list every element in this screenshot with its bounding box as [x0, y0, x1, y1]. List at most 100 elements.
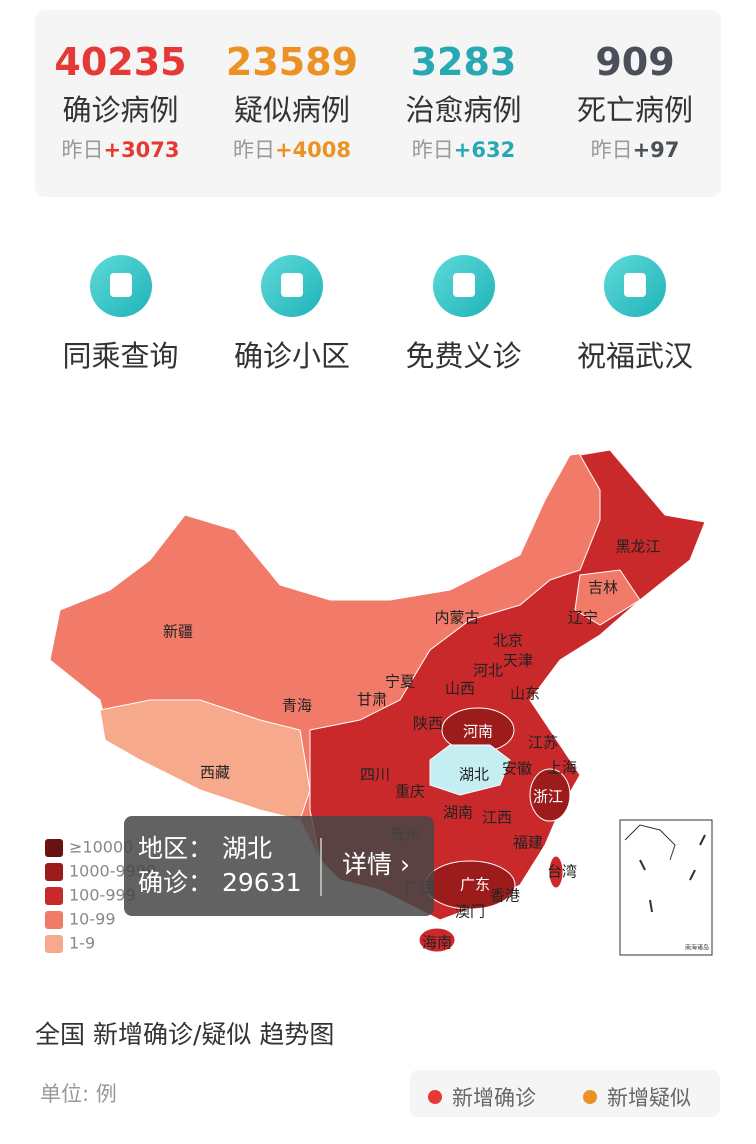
stat-value: 40235	[54, 40, 187, 84]
province-label: 山西	[445, 680, 475, 698]
legend-swatch	[45, 887, 63, 905]
legend-label: 10-99	[69, 910, 116, 929]
province-label: 江苏	[528, 734, 558, 752]
action-icon	[432, 255, 495, 317]
yesterday: 昨日+97	[550, 136, 721, 164]
legend-name: 新增疑似	[607, 1086, 691, 1110]
yesterday-delta: +3073	[103, 138, 180, 162]
province-label: 湖南	[443, 804, 473, 822]
yesterday-prefix: 昨日	[411, 138, 454, 162]
province-label: 台湾	[547, 863, 577, 881]
province-label: 江西	[482, 809, 512, 827]
tooltip-count: 29631	[222, 868, 302, 897]
action-icon	[89, 255, 152, 317]
tooltip-region: 湖北	[222, 834, 272, 863]
trend-legend: 新增确诊 新增疑似	[410, 1070, 720, 1117]
province-label: 福建	[513, 834, 543, 852]
province-label: 香港	[490, 887, 520, 905]
action-button[interactable]: 免费义诊	[378, 255, 549, 375]
province-label: 四川	[360, 766, 390, 784]
unit-label: 单位: 例	[40, 1082, 117, 1106]
yesterday: 昨日+4008	[207, 136, 378, 164]
tooltip-count-label: 确诊：	[138, 868, 213, 897]
region-shape	[529, 768, 571, 822]
legend-label: 100-999	[69, 886, 136, 905]
province-label: 黑龙江	[615, 538, 660, 556]
province-label: 吉林	[588, 579, 618, 597]
province-label: 澳门	[455, 903, 485, 921]
action-button[interactable]: 确诊小区	[207, 255, 378, 375]
legend-label: 1-9	[69, 934, 95, 953]
stat-label: 确诊病例	[62, 93, 179, 127]
legend-dot	[583, 1090, 597, 1104]
stats-card: 40235 确诊病例 昨日+3073 23589 疑似病例 昨日+4008 3283 治愈病例…	[35, 10, 721, 197]
yesterday: 昨日+632	[378, 136, 549, 164]
icon-glyph	[281, 273, 303, 297]
legend-swatch	[45, 839, 63, 857]
icon-glyph	[109, 273, 132, 297]
inset-box	[619, 819, 713, 956]
province-label: 重庆	[395, 783, 425, 801]
province-label: 海南	[422, 934, 452, 952]
yesterday-prefix: 昨日	[232, 138, 275, 162]
province-label: 甘肃	[357, 691, 387, 709]
stat-value: 909	[595, 40, 675, 84]
stat: 3283 治愈病例昨日+632	[378, 10, 549, 164]
tooltip-box	[124, 816, 434, 916]
province-label: 北京	[493, 632, 523, 650]
action-label: 祝福武汉	[576, 339, 693, 373]
province-label: 宁夏	[385, 673, 415, 691]
yesterday-delta: +4008	[274, 138, 352, 162]
province-label: 河北	[473, 662, 503, 680]
yesterday: 昨日+3073	[35, 136, 206, 164]
stat-value: 3283	[410, 40, 517, 84]
legend-label: ≥10000	[69, 838, 133, 857]
stat-label: 死亡病例	[576, 93, 693, 127]
icon-glyph	[452, 273, 475, 297]
action-label: 免费义诊	[405, 339, 522, 373]
tooltip-link[interactable]: 详情 ›	[342, 850, 410, 879]
region-shape	[548, 855, 564, 889]
yesterday-delta: +632	[453, 138, 516, 162]
inset-label: 南海诸岛	[685, 944, 709, 952]
action-button[interactable]: 祝福武汉	[550, 255, 721, 375]
province-label: 上海	[547, 759, 577, 777]
province-label: 山东	[510, 685, 540, 703]
action-button[interactable]: 同乘查询	[35, 255, 206, 375]
action-icon	[261, 255, 323, 317]
legend-item: 新增疑似	[583, 1082, 691, 1112]
action-label: 同乘查询	[62, 339, 179, 373]
province-label: 湖北	[459, 766, 489, 784]
province-label: 辽宁	[568, 609, 598, 627]
yesterday-prefix: 昨日	[61, 138, 104, 162]
stat: 23589 疑似病例 昨日+4008	[207, 10, 378, 164]
legend-swatch	[45, 935, 63, 953]
legend-name: 新增确诊	[452, 1086, 536, 1110]
province-label: 广东	[460, 876, 490, 894]
stat: 909 死亡病例昨日+97	[550, 10, 721, 164]
tooltip-region-label: 地区：	[138, 834, 213, 863]
province-label: 内蒙古	[434, 609, 479, 627]
legend-swatch	[45, 911, 63, 929]
inset-coast	[624, 824, 676, 861]
legend-item: 新增确诊	[428, 1082, 536, 1112]
nine-dash	[689, 869, 696, 881]
stat-value: 23589	[225, 40, 359, 84]
province-label: 青海	[282, 697, 312, 715]
province-label: 陕西	[413, 715, 443, 733]
nine-dash	[639, 859, 646, 871]
region-shape	[574, 569, 641, 626]
province-label: 新疆	[163, 623, 193, 641]
stat-label: 治愈病例	[405, 93, 522, 127]
province-label: 河南	[463, 723, 493, 741]
province-label: 天津	[503, 652, 533, 670]
province-label: 浙江	[533, 788, 563, 806]
icon-glyph	[624, 273, 646, 297]
yesterday-delta: +97	[632, 138, 680, 162]
nine-dash	[699, 834, 706, 846]
action-label: 确诊小区	[233, 339, 350, 373]
province-label: 西藏	[200, 764, 230, 782]
region-shape	[429, 744, 511, 796]
